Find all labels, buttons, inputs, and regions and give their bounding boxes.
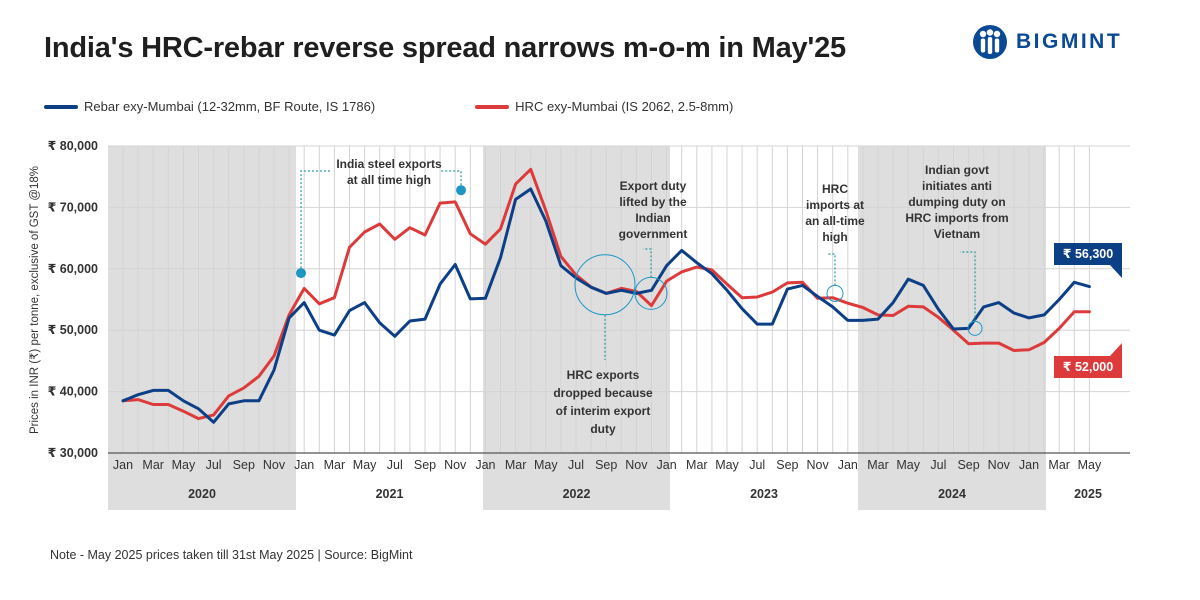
x-tick-label: Jan xyxy=(475,458,495,472)
x-tick-label: May xyxy=(172,458,196,472)
legend-item-hrc: HRC exy-Mumbai (IS 2062, 2.5-8mm) xyxy=(475,99,733,114)
source-note: Note - May 2025 prices taken till 31st M… xyxy=(50,548,413,562)
x-tick-label: Sep xyxy=(595,458,617,472)
series-line-rebar xyxy=(121,187,1091,424)
y-tick-label: ₹ 50,000 xyxy=(48,323,98,337)
y-tick-label: ₹ 30,000 xyxy=(48,446,98,460)
legend-item-rebar: Rebar exy-Mumbai (12-32mm, BF Route, IS … xyxy=(44,99,375,114)
x-tick-label: Mar xyxy=(867,458,889,472)
annotation-leader-line xyxy=(643,248,652,278)
x-tick-label: Jan xyxy=(838,458,858,472)
x-tick-label: Jul xyxy=(206,458,222,472)
y-tick-label: ₹ 80,000 xyxy=(48,139,98,153)
x-tick-label: Jul xyxy=(387,458,403,472)
x-tick-label: Mar xyxy=(324,458,346,472)
end-label-rebar: ₹ 56,300 xyxy=(1063,247,1113,261)
x-tick-label: Jan xyxy=(294,458,314,472)
end-label-hrc-pointer xyxy=(1110,343,1122,356)
x-tick-label: Mar xyxy=(505,458,527,472)
x-tick-label: Jul xyxy=(568,458,584,472)
year-shade-band xyxy=(108,146,296,510)
x-tick-label: Mar xyxy=(686,458,708,472)
annotation-steel-exports: India steel exports at all time high xyxy=(336,157,442,187)
x-tick-label: Sep xyxy=(957,458,979,472)
end-label-hrc-box xyxy=(1054,356,1122,378)
year-label: 2020 xyxy=(188,487,216,501)
chart-title: India's HRC-rebar reverse spread narrows… xyxy=(44,32,846,64)
x-tick-label: Jan xyxy=(657,458,677,472)
legend-swatch-hrc xyxy=(475,104,510,109)
x-tick-label: Sep xyxy=(233,458,255,472)
annotation-hrc-imports-high: HRC imports at an all-time high xyxy=(805,182,865,244)
x-tick-label: May xyxy=(1078,458,1102,472)
year-label: 2024 xyxy=(938,487,966,501)
brand-name: BIGMINT xyxy=(1016,30,1123,53)
brand-logo: BIGMINT xyxy=(972,22,1122,62)
legend-label-rebar: Rebar exy-Mumbai (12-32mm, BF Route, IS … xyxy=(84,99,376,114)
x-tick-label: May xyxy=(896,458,920,472)
legend-label-hrc: HRC exy-Mumbai (IS 2062, 2.5-8mm) xyxy=(515,99,734,114)
x-tick-label: Jul xyxy=(930,458,946,472)
x-tick-label: May xyxy=(534,458,558,472)
year-label: 2022 xyxy=(563,487,591,501)
y-axis-label: Prices in INR (₹) per tonne, exclusive o… xyxy=(29,166,41,434)
end-label-rebar-pointer xyxy=(1110,265,1122,278)
annotation-marker-dot xyxy=(296,268,306,279)
x-tick-label: Nov xyxy=(988,458,1011,472)
year-label: 2021 xyxy=(376,487,404,501)
end-label-rebar-box xyxy=(1054,243,1122,265)
x-tick-label: Nov xyxy=(263,458,286,472)
legend-swatch-rebar xyxy=(44,104,78,109)
annotation-leader-line xyxy=(300,170,330,269)
annotation-leader-line xyxy=(440,170,462,186)
x-tick-label: Mar xyxy=(1048,458,1070,472)
x-tick-label: May xyxy=(353,458,377,472)
x-tick-label: Sep xyxy=(414,458,436,472)
x-tick-label: Nov xyxy=(625,458,648,472)
annotation-hrc-exports-dropped: HRC exports dropped because of interim exp… xyxy=(553,368,653,436)
year-label: 2025 xyxy=(1074,487,1102,501)
x-tick-label: May xyxy=(715,458,739,472)
x-tick-label: Nov xyxy=(444,458,467,472)
x-tick-label: Nov xyxy=(806,458,829,472)
y-tick-label: ₹ 70,000 xyxy=(48,200,98,214)
legend: Rebar exy-Mumbai (12-32mm, BF Route, IS … xyxy=(44,99,833,114)
annotation-marker-dot xyxy=(456,185,466,196)
annotation-leader-line xyxy=(960,251,976,322)
annotation-anti-dumping: Indian govt initiates anti dumping duty on… xyxy=(905,163,1008,241)
annotation-leader-line xyxy=(828,253,836,286)
end-label-hrc: ₹ 52,000 xyxy=(1063,360,1113,374)
x-tick-label: Mar xyxy=(142,458,164,472)
x-tick-label: Jul xyxy=(749,458,765,472)
annotation-export-duty-lifted: Export duty lifted by the Indian government xyxy=(619,179,688,241)
x-tick-label: Jan xyxy=(113,458,133,472)
x-tick-label: Jan xyxy=(1019,458,1039,472)
y-tick-label: ₹ 40,000 xyxy=(48,385,98,399)
bigmint-logo-icon xyxy=(973,25,1007,59)
x-tick-label: Sep xyxy=(776,458,798,472)
year-label: 2023 xyxy=(750,487,778,501)
y-tick-label: ₹ 60,000 xyxy=(48,262,98,276)
